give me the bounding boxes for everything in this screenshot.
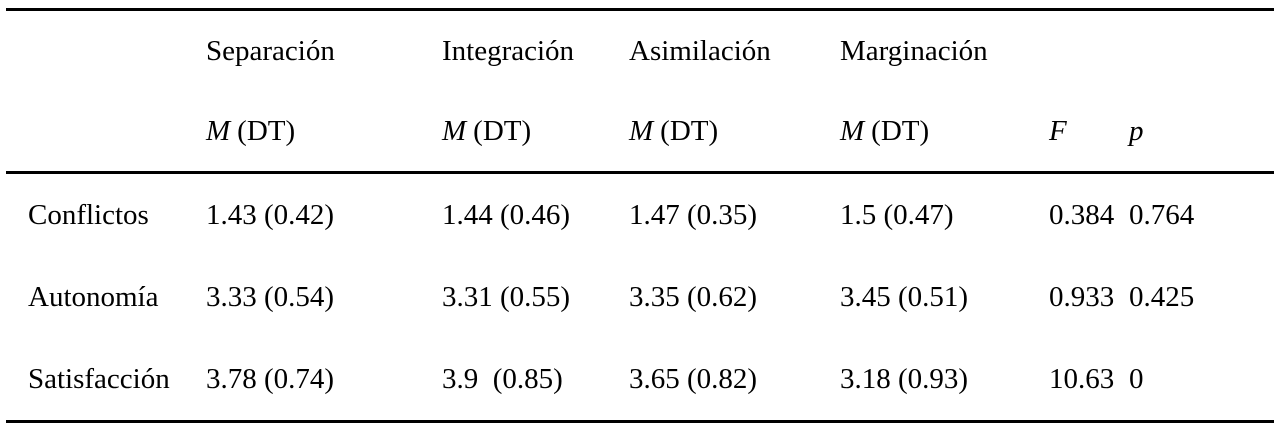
m-symbol: M (840, 114, 865, 147)
empty-header-cell (1129, 10, 1274, 92)
cell-f-value: 0.384 (1049, 198, 1115, 231)
cell-value: 3.9 (0.85) (442, 362, 563, 395)
table-row-conflictos: Conflictos 1.43 (0.42) 1.44 (0.46) 1.47 … (6, 173, 1274, 257)
cell-value: 3.31 (0.55) (442, 280, 571, 313)
cell-value: 1.47 (0.35) (629, 198, 758, 231)
group-header-marginacion: Marginación (840, 34, 988, 67)
cell-value: 1.43 (0.42) (206, 198, 335, 231)
cell-value: 3.78 (0.74) (206, 362, 335, 395)
dt-label: (DT) (871, 114, 930, 147)
p-value-header: p (1129, 114, 1144, 147)
group-header-asimilacion: Asimilación (629, 34, 771, 67)
cell-f-value: 10.63 (1049, 362, 1115, 395)
stat-header-m-dt: M (DT) (442, 91, 629, 173)
m-symbol: M (206, 114, 231, 147)
f-statistic-header: F (1049, 114, 1067, 147)
cell-value: 1.5 (0.47) (840, 198, 954, 231)
row-label: Autonomía (28, 280, 159, 313)
group-header-separacion: Separación (206, 34, 335, 67)
cell-p-value: 0 (1129, 362, 1144, 395)
cell-f-value: 0.933 (1049, 280, 1115, 313)
row-label: Satisfacción (28, 362, 170, 395)
cell-p-value: 0.764 (1129, 198, 1195, 231)
group-header-row: Separación Integración Asimilación Margi… (6, 10, 1274, 92)
stat-header-m-dt: M (DT) (206, 91, 442, 173)
dt-label: (DT) (660, 114, 719, 147)
table-body: Conflictos 1.43 (0.42) 1.44 (0.46) 1.47 … (6, 173, 1274, 422)
stat-header-row: M (DT) M (DT) M (DT) M (DT) F p (6, 91, 1274, 173)
cell-value: 3.45 (0.51) (840, 280, 969, 313)
cell-value: 3.33 (0.54) (206, 280, 335, 313)
dt-label: (DT) (473, 114, 532, 147)
stat-header-m-dt: M (DT) (629, 91, 840, 173)
m-symbol: M (629, 114, 654, 147)
cell-value: 3.18 (0.93) (840, 362, 969, 395)
group-header-integracion: Integración (442, 34, 575, 67)
statistics-table: Separación Integración Asimilación Margi… (6, 8, 1274, 423)
cell-value: 3.65 (0.82) (629, 362, 758, 395)
dt-label: (DT) (237, 114, 296, 147)
table-row-autonomia: Autonomía 3.33 (0.54) 3.31 (0.55) 3.35 (… (6, 256, 1274, 338)
m-symbol: M (442, 114, 467, 147)
table-header: Separación Integración Asimilación Margi… (6, 10, 1274, 173)
row-label: Conflictos (28, 198, 149, 231)
corner-cell (6, 10, 206, 92)
paper-table-page: Separación Integración Asimilación Margi… (0, 8, 1280, 428)
empty-header-cell (6, 91, 206, 173)
empty-header-cell (1049, 10, 1129, 92)
cell-value: 1.44 (0.46) (442, 198, 571, 231)
cell-value: 3.35 (0.62) (629, 280, 758, 313)
table-row-satisfaccion: Satisfacción 3.78 (0.74) 3.9 (0.85) 3.65… (6, 338, 1274, 422)
cell-p-value: 0.425 (1129, 280, 1195, 313)
stat-header-m-dt: M (DT) (840, 91, 1049, 173)
